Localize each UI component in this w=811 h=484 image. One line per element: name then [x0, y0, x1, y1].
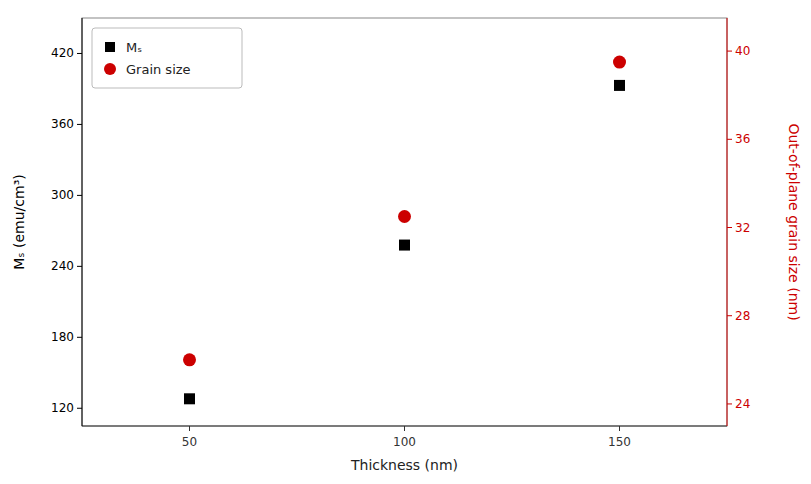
- point: [399, 240, 410, 251]
- x-tick: [404, 426, 405, 431]
- x-tick-label: 100: [393, 435, 416, 449]
- y-tick: [77, 266, 82, 267]
- y2-tick: [727, 227, 732, 228]
- series-1: [183, 56, 626, 367]
- y-tick: [77, 195, 82, 196]
- y2-tick: [727, 315, 732, 316]
- y2-tick: [727, 139, 732, 140]
- legend-box: [92, 28, 242, 88]
- x-tick-label: 150: [608, 435, 631, 449]
- y-tick-label: 120: [51, 401, 74, 415]
- point: [398, 210, 411, 223]
- y2-tick: [727, 51, 732, 52]
- point: [614, 80, 625, 91]
- y-tick: [77, 53, 82, 54]
- point: [613, 56, 626, 69]
- y2-tick-label: 40: [735, 44, 750, 58]
- y-axis-line: [82, 18, 83, 426]
- x-tick: [189, 426, 190, 431]
- legend-swatch: [105, 42, 115, 52]
- y-tick: [77, 124, 82, 125]
- legend-label: Grain size: [126, 62, 191, 77]
- y-tick-label: 300: [51, 188, 74, 202]
- y-tick: [77, 337, 82, 338]
- y2-tick-label: 24: [735, 397, 750, 411]
- y-tick-label: 420: [51, 46, 74, 60]
- point: [183, 353, 196, 366]
- y2-axis-line: [727, 18, 728, 426]
- y2-tick-label: 32: [735, 221, 750, 235]
- legend-swatch: [104, 63, 116, 75]
- y2-tick: [727, 403, 732, 404]
- plot-frame: [82, 18, 727, 426]
- series-0: [184, 80, 625, 404]
- y2-axis-label: Out-of-plane grain size (nm): [786, 123, 802, 320]
- y-tick-label: 360: [51, 117, 74, 131]
- chart-svg: 50 100 150 120 180 240 300 360 420 24 28 32 36 40 Thic…: [0, 0, 811, 484]
- y-tick-label: 180: [51, 330, 74, 344]
- legend-label: Mₛ: [126, 40, 142, 55]
- y2-tick-label: 28: [735, 309, 750, 323]
- x-tick-label: 50: [182, 435, 197, 449]
- x-tick: [619, 426, 620, 431]
- chart-container: 50 100 150 120 180 240 300 360 420 24 28 32 36 40 Thic…: [0, 0, 811, 484]
- y-tick-label: 240: [51, 259, 74, 273]
- y-tick: [77, 408, 82, 409]
- plot-area: [183, 56, 626, 405]
- y-axis-label: Mₛ (emu/cm³): [11, 174, 27, 269]
- point: [184, 393, 195, 404]
- x-axis-label: Thickness (nm): [350, 457, 458, 473]
- y2-tick-label: 36: [735, 132, 750, 146]
- legend: Mₛ Grain size: [92, 28, 242, 88]
